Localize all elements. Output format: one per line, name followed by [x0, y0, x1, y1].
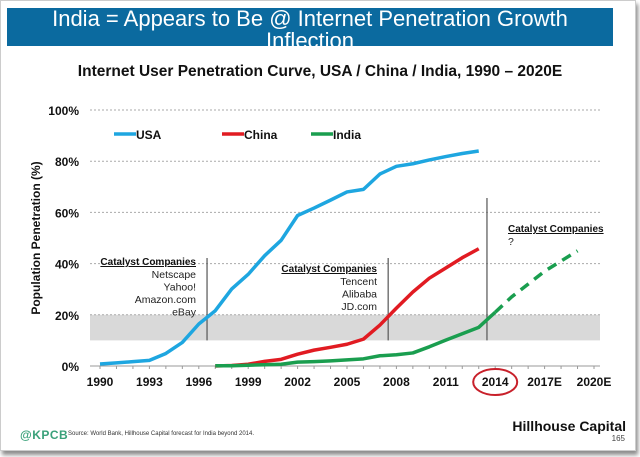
- x-tick-label: 1999: [235, 375, 262, 389]
- catalyst-company: Amazon.com: [135, 294, 197, 306]
- series-line-india-forecast: [494, 249, 579, 314]
- x-tick-label: 2014: [482, 375, 509, 389]
- catalyst-heading: Catalyst Companies: [508, 224, 604, 235]
- penetration-band: [90, 314, 600, 341]
- catalyst-company: Tencent: [340, 276, 377, 288]
- x-tick-label: 2008: [383, 375, 410, 389]
- x-tick-label: 2005: [334, 375, 361, 389]
- series-line-china: [215, 247, 480, 368]
- y-tick-label: 80%: [55, 155, 79, 169]
- catalyst-company: Alibaba: [342, 289, 377, 301]
- banner-title: India = Appears to Be @ Internet Penetra…: [7, 8, 613, 52]
- x-tick-label: 2020E: [577, 375, 612, 389]
- y-tick-label: 60%: [55, 206, 79, 220]
- x-tick-label: 1993: [136, 375, 163, 389]
- legend-label: India: [333, 128, 361, 142]
- source-note: Source: World Bank, Hillhouse Capital fo…: [68, 431, 254, 437]
- catalyst-company: JD.com: [341, 301, 377, 313]
- series-line-usa: [99, 149, 480, 366]
- y-tick-label: 40%: [55, 258, 79, 272]
- legend-label: China: [244, 128, 278, 142]
- series-line-india: [215, 310, 497, 368]
- y-tick-label: 100%: [48, 104, 79, 118]
- catalyst-company: Netscape: [152, 269, 197, 281]
- chart-title: Internet User Penetration Curve, USA / C…: [77, 63, 563, 80]
- y-tick-label: 20%: [55, 309, 79, 323]
- catalyst-heading: Catalyst Companies: [281, 264, 377, 275]
- kpcb-logo: @KPCB: [20, 428, 69, 442]
- y-tick-label: 0%: [62, 360, 80, 374]
- x-tick-label: 1996: [185, 375, 212, 389]
- catalyst-company: Yahoo!: [164, 282, 197, 294]
- catalyst-company: ?: [508, 236, 514, 248]
- x-tick-label: 1990: [87, 375, 114, 389]
- brand-name: Hillhouse Capital: [512, 418, 626, 434]
- x-tick-label: 2017E: [527, 375, 562, 389]
- legend-label: USA: [136, 128, 162, 142]
- catalyst-company: eBay: [172, 307, 197, 319]
- x-tick-label: 2002: [284, 375, 311, 389]
- page-number: 165: [611, 434, 625, 443]
- x-tick-label: 2011: [433, 375, 459, 389]
- y-axis-label: Population Penetration (%): [29, 161, 43, 314]
- highlight-circle: [472, 368, 519, 396]
- catalyst-heading: Catalyst Companies: [100, 257, 196, 268]
